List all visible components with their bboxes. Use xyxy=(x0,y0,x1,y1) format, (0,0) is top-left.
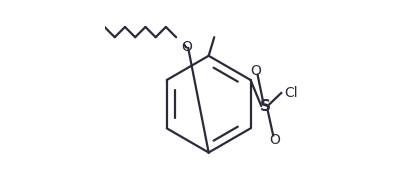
Text: O: O xyxy=(251,64,261,78)
Text: O: O xyxy=(181,39,192,54)
Text: O: O xyxy=(269,132,280,147)
Text: Cl: Cl xyxy=(284,86,298,100)
Text: S: S xyxy=(260,99,271,113)
